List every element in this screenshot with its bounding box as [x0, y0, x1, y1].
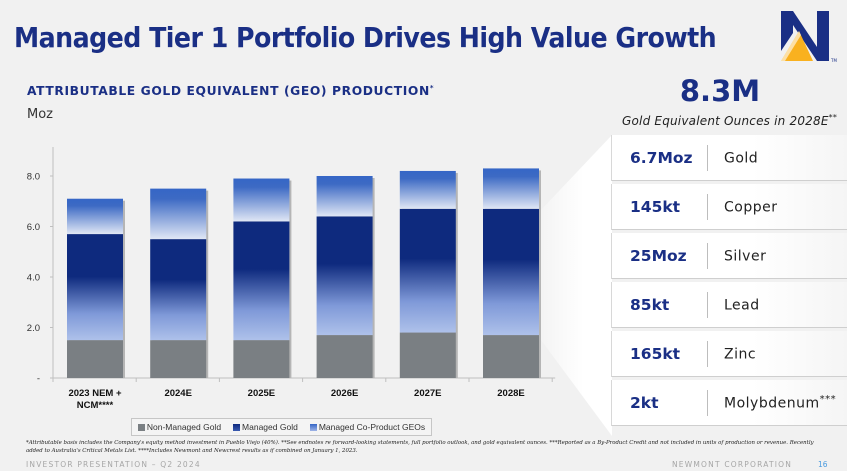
metal-breakdown-panel: 6.7Moz Gold 145kt Copper 25Moz Silver 85…: [612, 135, 847, 429]
bar-group: [233, 178, 292, 378]
metal-value: 6.7Moz: [630, 148, 693, 167]
legend-item-non-managed-gold: Non-Managed Gold: [137, 422, 221, 432]
legend-swatch: [309, 423, 317, 431]
metal-row-zinc: 165kt Zinc: [612, 331, 847, 377]
metal-value: 25Moz: [630, 246, 687, 265]
footer-company-name: NEWMONT CORPORATION: [672, 460, 793, 469]
bar-group: [150, 188, 209, 378]
metal-value: 2kt: [630, 393, 659, 412]
x-tick-label: 2027E: [414, 388, 441, 399]
bar-segment-managed-gold: [316, 216, 373, 336]
bar-segment-non-managed-gold: [483, 335, 539, 378]
bar-segment-managed-gold: [399, 208, 456, 333]
y-tick-label: -: [37, 374, 40, 385]
bar-segment-managed-co-product-geos: [150, 188, 207, 240]
metal-name: Copper: [724, 199, 778, 216]
metal-row-gold: 6.7Moz Gold: [612, 135, 847, 181]
callout-connector: [541, 135, 612, 436]
bar-segment-non-managed-gold: [150, 340, 207, 378]
x-tick-label: 2028E: [497, 388, 524, 399]
metal-value: 145kt: [630, 197, 681, 216]
y-tick-label: 2.0: [27, 323, 40, 334]
bar-segment-managed-gold: [67, 234, 123, 341]
y-tick-label: 6.0: [27, 222, 40, 233]
y-tick-label: 4.0: [27, 273, 40, 284]
footer-presentation-label: INVESTOR PRESENTATION – Q2 2024: [26, 460, 201, 469]
page-number: 16: [818, 460, 828, 469]
bar-segment-managed-gold: [150, 239, 207, 341]
metal-name: Silver: [724, 248, 767, 265]
bar-segment-non-managed-gold: [233, 340, 290, 378]
bar-group: [483, 168, 541, 378]
x-tick-label: 2025E: [248, 388, 275, 399]
legend-swatch: [233, 423, 241, 431]
divider: [707, 340, 708, 367]
legend-swatch: [137, 423, 145, 431]
metal-row-lead: 85kt Lead: [612, 282, 847, 328]
x-tick-label: 2023 NEM +: [68, 388, 122, 399]
bar-segment-non-managed-gold: [67, 340, 123, 378]
headline-caption: Gold Equivalent Ounces in 2028E**: [622, 113, 838, 128]
metal-value: 165kt: [630, 344, 681, 363]
footnote: *Attributable basis includes the Company…: [26, 440, 814, 454]
bar-group: [316, 176, 375, 378]
divider: [707, 291, 708, 318]
bar-segment-managed-gold: [233, 221, 290, 341]
metal-value: 85kt: [630, 295, 670, 314]
metal-row-copper: 145kt Copper: [612, 184, 847, 230]
bar-group: [399, 170, 458, 378]
bar-segment-managed-gold: [483, 208, 539, 336]
legend-item-managed-gold: Managed Gold: [233, 422, 298, 432]
divider: [707, 242, 708, 269]
bar-segment-managed-co-product-geos: [316, 176, 373, 217]
legend-item-managed-co-product-geos: Managed Co-Product GEOs: [309, 422, 425, 432]
bar-segment-managed-co-product-geos: [483, 168, 539, 209]
x-tick-label: NCM****: [77, 400, 114, 411]
divider: [707, 193, 708, 220]
page-title: Managed Tier 1 Portfolio Drives High Val…: [14, 22, 717, 54]
metal-name: Molybdenum***: [724, 393, 837, 412]
metal-row-silver: 25Moz Silver: [612, 233, 847, 279]
newmont-logo-icon: TM: [781, 11, 837, 63]
trademark-mark: TM: [830, 58, 837, 63]
x-tick-label: 2026E: [331, 388, 358, 399]
y-axis-unit-label: Moz: [27, 107, 53, 122]
bar-segment-non-managed-gold: [399, 332, 456, 378]
chart-title: ATTRIBUTABLE GOLD EQUIVALENT (GEO) PRODU…: [27, 84, 435, 99]
bar-group: [67, 198, 125, 378]
bar-segment-managed-co-product-geos: [67, 198, 123, 235]
bar-segment-managed-co-product-geos: [399, 170, 456, 209]
divider: [707, 389, 708, 416]
bar-segment-non-managed-gold: [316, 335, 373, 378]
headline-value: 8.3M: [679, 74, 761, 108]
chart-legend: Non-Managed Gold Managed Gold Managed Co…: [131, 418, 432, 436]
metal-name: Zinc: [724, 346, 757, 363]
metal-name: Gold: [724, 150, 759, 167]
divider: [707, 144, 708, 171]
y-tick-label: 8.0: [27, 172, 40, 183]
x-tick-label: 2024E: [164, 388, 191, 399]
metal-name: Lead: [724, 297, 760, 314]
metal-row-molybdenum: 2kt Molybdenum***: [612, 380, 847, 426]
bar-segment-managed-co-product-geos: [233, 178, 290, 222]
